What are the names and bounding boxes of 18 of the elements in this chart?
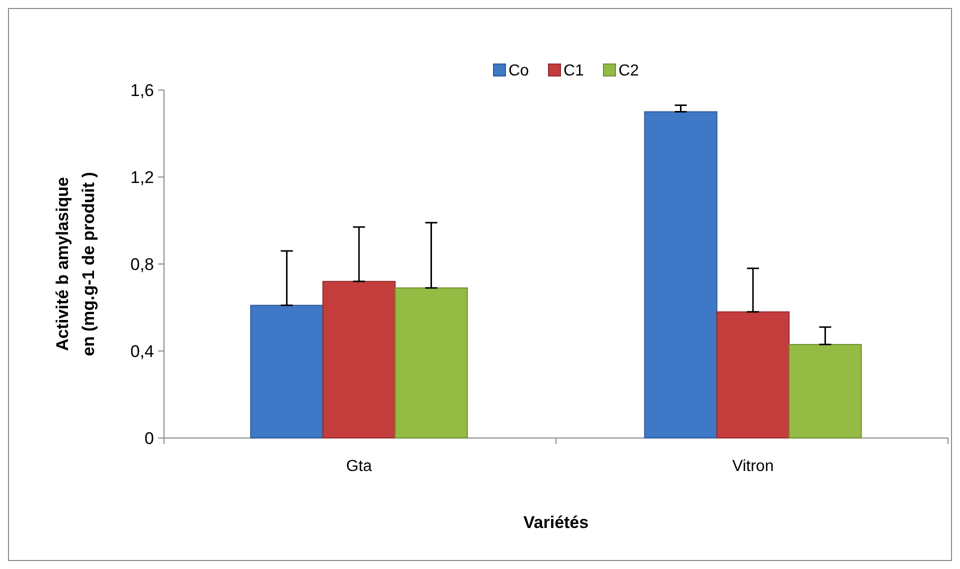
- x-tick-label: Vitron: [732, 458, 774, 475]
- y-tick-label: 1,2: [130, 168, 154, 187]
- y-tick-label: 0,8: [130, 254, 154, 274]
- y-tick-label: 0: [144, 428, 154, 448]
- y-tick-label: 0,4: [130, 342, 154, 361]
- legend-label: C2: [618, 62, 640, 80]
- legend-label: Co: [508, 62, 530, 80]
- bar: [322, 280, 396, 438]
- x-tick-label: Gta: [346, 458, 372, 475]
- bar: [250, 304, 324, 438]
- y-axis-title: Activité b amylasique en (mg.g-1 de produit ): [53, 172, 98, 356]
- legend-label: C1: [564, 62, 584, 80]
- bar: [394, 287, 468, 438]
- x-axis-title: Variétés: [523, 513, 589, 532]
- bar: [716, 311, 790, 438]
- y-tick-label: 1,6: [130, 80, 154, 100]
- bar: [788, 344, 862, 438]
- bar: [644, 111, 718, 438]
